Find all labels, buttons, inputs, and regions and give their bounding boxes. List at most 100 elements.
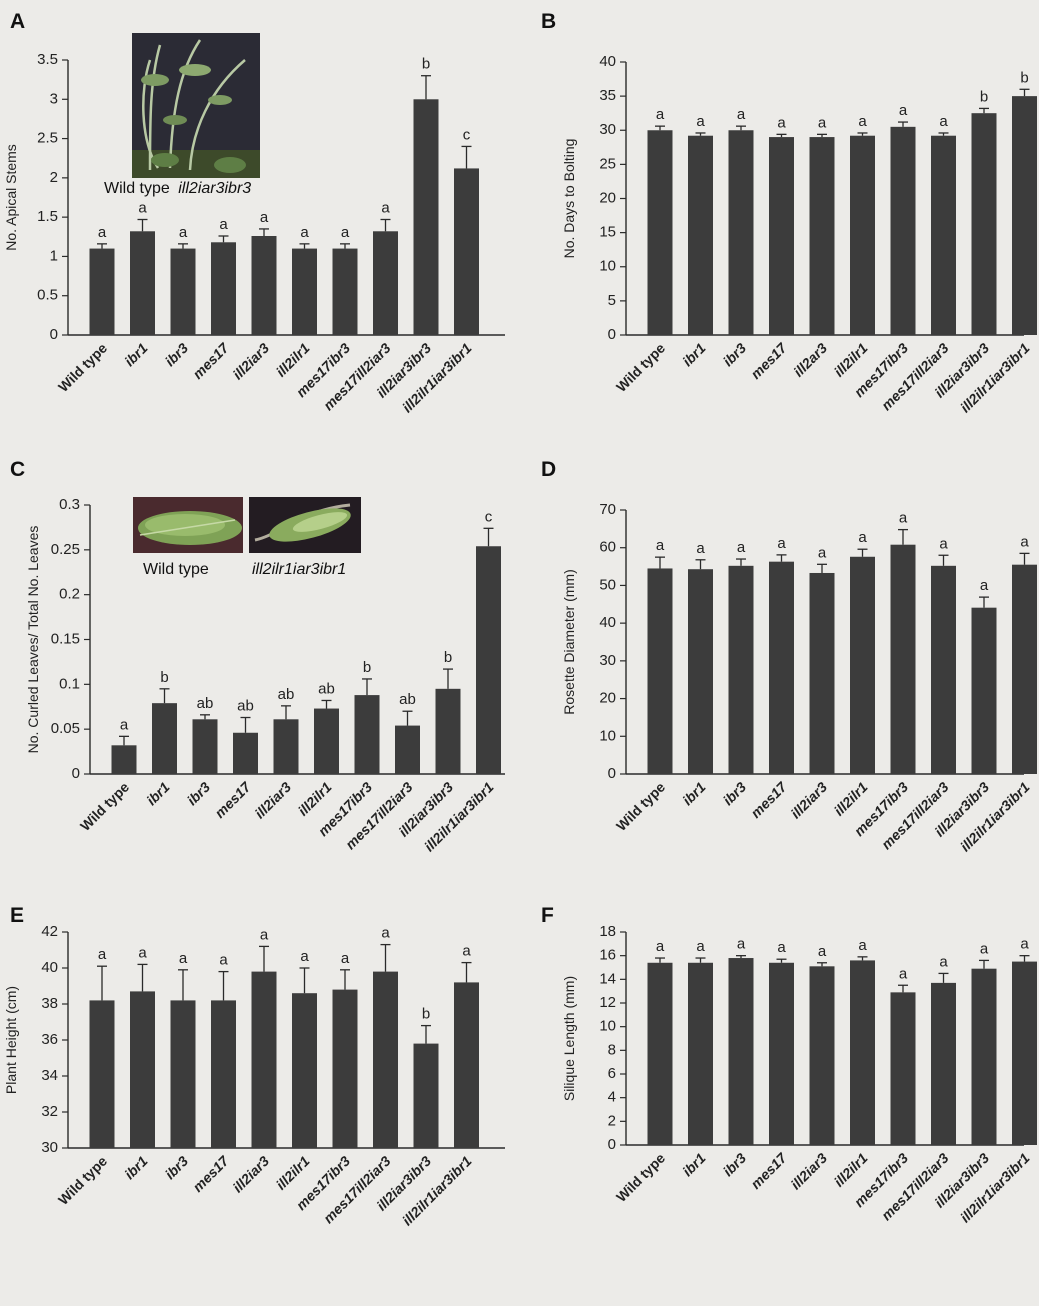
significance-label: a [1020,936,1029,953]
bar [152,703,177,774]
bar [170,248,196,335]
y-tick-label: 4 [608,1089,616,1106]
bar [413,1043,439,1148]
bar [1012,96,1037,335]
bar [971,113,997,335]
y-tick-label: 1 [50,247,58,264]
bar [373,971,398,1148]
y-tick-label: 40 [599,614,616,631]
chart-panel-c: C Wild type ill2ilr1iar3ibr1 0 0.05 0.1 0.1… [10,458,505,855]
bar [728,130,754,335]
bar [332,248,358,335]
chart-panel-d: D 0 10 20 30 40 50 60 70 Rosette Diameter (mm) a W… [541,458,1037,855]
bar [111,745,137,774]
y-tick-label: 12 [599,994,616,1011]
significance-label: a [939,535,948,552]
significance-label: a [696,113,705,130]
x-tick-label: mes17 [211,778,254,821]
y-tick-label: 18 [599,923,616,940]
panel-letter-c: C [10,458,25,481]
panel-letter-f: F [541,904,554,927]
inset-caption-c-left: Wild type [143,561,209,578]
y-tick-label: 3.5 [37,51,58,68]
y-tick-label: 38 [41,995,58,1012]
y-tick-label: 35 [599,87,616,104]
x-tick-label: ibr3 [162,340,192,370]
significance-label: a [696,540,705,557]
y-tick-label: 10 [599,727,616,744]
y-tick-label: 15 [599,224,616,241]
bar [251,971,277,1148]
panel-letter-d: D [541,458,556,481]
x-tick-label: mes17 [747,1149,790,1192]
y-tick-label: 40 [599,53,616,70]
bar [971,968,997,1145]
y-tick-label: 34 [41,1067,58,1084]
x-tick-label: ibr3 [184,779,214,809]
bar [89,1000,115,1148]
significance-label: b [1020,69,1028,86]
bar [170,1000,196,1148]
significance-label: c [463,126,471,143]
significance-label: a [899,510,908,527]
bar [192,719,218,774]
x-tick-label: ibr1 [121,340,151,370]
bar [251,236,277,335]
significance-label: a [260,926,269,943]
significance-label: a [138,200,147,217]
y-tick-label: 1.5 [37,208,58,225]
y-tick-label: 0.25 [51,541,80,558]
bar [769,561,794,774]
significance-label: a [656,537,665,554]
y-tick-label: 0.5 [37,287,58,304]
x-tick-label: mes17 [189,339,232,382]
significance-label: a [818,114,827,131]
significance-label: a [777,535,786,552]
photo-inset-c-wild-type [133,497,243,553]
bar [931,565,956,774]
photo-inset-c-mutant [249,497,361,553]
significance-label: a [939,113,948,130]
x-tick-label: ibr3 [720,340,750,370]
significance-label: a [260,209,269,226]
bar [809,137,835,335]
bar [292,248,317,335]
y-tick-label: 30 [599,652,616,669]
x-tick-label: ibr1 [121,1153,151,1183]
panel-letter-a: A [10,10,25,33]
y-tick-label: 30 [599,121,616,138]
significance-label: a [818,544,827,561]
significance-label: ab [278,686,295,703]
chart-panel-b: B 0 5 10 15 20 25 30 35 40 No. Days to Bolting a Wi… [541,10,1037,416]
y-tick-label: 3 [50,90,58,107]
bar [728,958,754,1145]
y-axis-label: No. Curled Leaves/ Total No. Leaves [25,526,41,754]
significance-label: b [444,649,452,666]
bar [728,565,754,774]
significance-label: a [858,113,867,130]
bar [211,242,236,335]
significance-label: a [777,114,786,131]
y-tick-label: 20 [599,690,616,707]
bar [850,556,875,774]
y-tick-label: 40 [41,959,58,976]
bar [233,732,258,774]
significance-label: a [179,224,188,241]
significance-label: a [98,224,107,241]
y-axis-label: No. Apical Stems [3,144,19,251]
significance-label: a [138,944,147,961]
y-tick-label: 50 [599,576,616,593]
significance-label: a [219,216,228,233]
chart-panel-f: F 0 2 4 6 8 10 12 14 16 18 Silique Length (mm) a Wil… [541,904,1037,1226]
x-tick-label: Wild type [55,1153,110,1208]
x-tick-label: ill2iar3 [787,779,830,822]
x-tick-label: Wild type [55,340,110,395]
y-axis-label: Rosette Diameter (mm) [561,569,577,714]
bar [931,982,956,1145]
y-tick-label: 0.15 [51,630,80,647]
significance-label: a [899,965,908,982]
y-axis-label: Plant Height (cm) [3,986,19,1094]
photo-inset-a [132,33,260,178]
y-tick-label: 30 [41,1139,58,1156]
y-tick-label: 10 [599,1018,616,1035]
